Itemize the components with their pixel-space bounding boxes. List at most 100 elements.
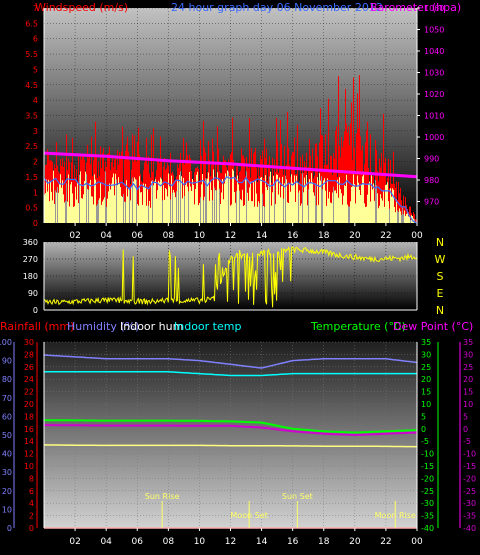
barometer-tick-label: 1050 <box>424 26 444 35</box>
wind-tick-label: 5 <box>33 65 38 74</box>
rain-tick-label: 2 <box>29 512 34 521</box>
barometer-tick-label: 980 <box>424 176 439 185</box>
dewpoint-tick-label: -5 <box>463 437 471 446</box>
x-tick-label: 22 <box>380 537 391 547</box>
astronomy-events: Sun Rise Sun Set Moon Set Moon Rise <box>145 492 416 528</box>
humidity-tick-label: 70 <box>2 394 12 403</box>
wind-tick-label: 4.5 <box>25 81 38 90</box>
dewpoint-line <box>44 424 418 437</box>
temperature-tick-label: 25 <box>421 363 431 372</box>
indoor-hum-legend: Indoor hum <box>120 320 183 333</box>
x-tick-label: 10 <box>194 537 206 547</box>
humidity-tick-label: 20 <box>2 487 12 496</box>
wind-tick-label: 3.5 <box>25 112 38 121</box>
event-label: Moon Set <box>230 511 267 520</box>
rain-tick-label: 14 <box>24 437 34 446</box>
x-tick-label: 10 <box>194 231 206 241</box>
compass-label: N <box>436 304 444 317</box>
humidity-tick-label: 30 <box>2 468 12 477</box>
barometer-line <box>43 151 418 179</box>
rain-tick-label: 12 <box>24 450 34 459</box>
dewpoint-tick-label: 25 <box>463 363 473 372</box>
wind-axis-title: Windspeed (m/s) <box>35 1 128 14</box>
x-tick-label: 00 <box>411 537 423 547</box>
compass-label: N <box>436 236 444 249</box>
direction-tick-label: 360 <box>23 238 38 247</box>
dewpoint-tick-label: -25 <box>463 487 476 496</box>
rain-tick-label: 16 <box>24 425 34 434</box>
x-tick-label: 06 <box>132 537 144 547</box>
rain-axis-title: Rainfall (mm) <box>0 320 74 333</box>
x-tick-label: 12 <box>225 231 236 241</box>
barometer-tick-label: 1040 <box>424 47 444 56</box>
wind-tick-label: 6 <box>33 35 38 44</box>
direction-tick-label: 90 <box>28 289 38 298</box>
direction-tick-label: 270 <box>23 255 38 264</box>
barometer-tick-label: 1060 <box>424 4 444 13</box>
indoor-humidity-line <box>44 371 417 377</box>
direction-tick-label: 0 <box>33 306 38 315</box>
rain-tick-label: 30 <box>24 338 34 347</box>
dewpoint-tick-label: 5 <box>463 412 468 421</box>
x-tick-label: 20 <box>349 231 361 241</box>
rain-tick-label: 8 <box>29 474 34 483</box>
wind-overlay <box>43 151 418 224</box>
wind-tick-label: 3 <box>33 127 38 136</box>
direction-line <box>43 245 418 308</box>
wind-axes: 0 0.5 1 1.5 2 2.5 3 3.5 4 4.5 5 5.5 6 6.5 7 970 980 990 10… <box>25 4 444 241</box>
x-tick-label: 14 <box>256 231 268 241</box>
rain-tick-label: 22 <box>24 388 34 397</box>
wind-tick-label: 7 <box>33 4 38 13</box>
x-tick-label: 20 <box>349 537 361 547</box>
temperature-tick-label: 20 <box>421 375 431 384</box>
wind-tick-label: 5.5 <box>25 50 38 59</box>
humidity-tick-label: 0 <box>7 524 12 533</box>
humidity-tick-label: 100 <box>0 338 12 347</box>
direction-plot <box>43 245 418 308</box>
temperature-tick-label: -10 <box>421 450 434 459</box>
dewpoint-tick-label: 10 <box>463 400 473 409</box>
wind-tick-label: 6.5 <box>25 19 38 28</box>
dewpoint-tick-label: 30 <box>463 350 473 359</box>
x-tick-label: 04 <box>100 537 112 547</box>
humidity-axis-title: Humidity (%) <box>67 320 139 333</box>
x-tick-label: 06 <box>132 231 144 241</box>
rain-tick-label: 0 <box>29 524 34 533</box>
barometer-tick-label: 990 <box>424 155 439 164</box>
temperature-tick-label: -35 <box>421 512 434 521</box>
compass-label: W <box>435 253 446 266</box>
humidity-line <box>43 354 418 369</box>
x-tick-label: 16 <box>287 537 299 547</box>
rain-tick-label: 10 <box>24 462 34 471</box>
dewpoint-tick-label: -20 <box>463 474 476 483</box>
x-tick-label: 14 <box>256 537 268 547</box>
temperature-tick-label: -20 <box>421 474 434 483</box>
barometer-tick-label: 970 <box>424 198 439 207</box>
x-tick-label: 16 <box>287 231 299 241</box>
humidity-tick-label: 40 <box>2 450 12 459</box>
temperature-line <box>43 419 418 434</box>
x-tick-label: 08 <box>163 231 175 241</box>
humidity-tick-label: 50 <box>2 431 12 440</box>
humidity-tick-label: 90 <box>2 357 12 366</box>
rain-tick-label: 4 <box>29 499 34 508</box>
temperature-tick-label: 10 <box>421 400 431 409</box>
x-tick-label: 08 <box>163 537 175 547</box>
event-label: Sun Set <box>282 492 313 501</box>
x-tick-label: 04 <box>100 231 112 241</box>
direction-tick-label: 180 <box>23 272 38 281</box>
wind-bars <box>44 75 417 223</box>
rain-tick-label: 20 <box>24 400 34 409</box>
dewpoint-tick-label: 35 <box>463 338 473 347</box>
wind-tick-label: 1 <box>33 188 38 197</box>
x-tick-label: 18 <box>318 537 330 547</box>
humidity-tick-label: 10 <box>2 505 12 514</box>
rain-tick-label: 28 <box>24 350 34 359</box>
rain-tick-label: 26 <box>24 363 34 372</box>
indoor-temp-legend: Indoor temp <box>174 320 241 333</box>
humidity-tick-label: 60 <box>2 412 12 421</box>
temperature-tick-label: -40 <box>421 524 434 533</box>
x-tick-label: 18 <box>318 231 330 241</box>
